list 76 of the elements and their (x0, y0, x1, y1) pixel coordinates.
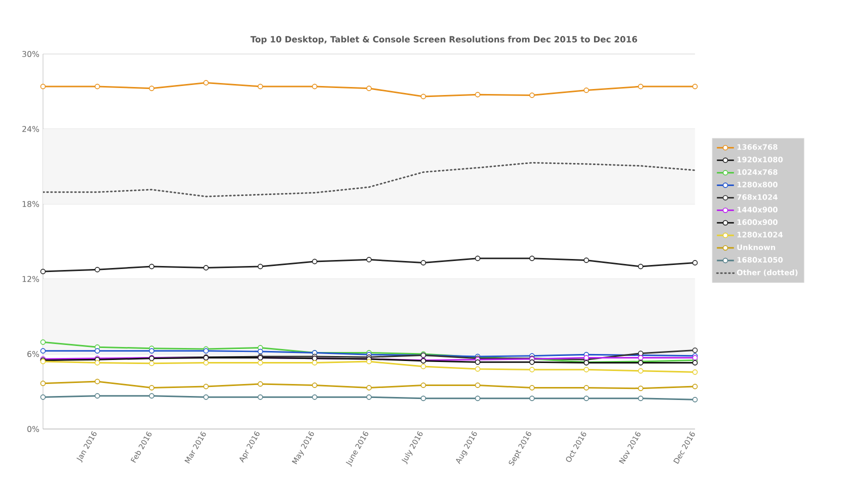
point (258, 360, 264, 366)
point (148, 348, 154, 354)
point (203, 360, 209, 366)
point (529, 366, 535, 372)
point (40, 394, 46, 400)
point (638, 84, 644, 90)
point (40, 268, 46, 274)
point (203, 394, 209, 400)
point (692, 384, 698, 390)
point (148, 360, 154, 366)
point (312, 394, 318, 400)
point (94, 84, 100, 90)
point (420, 396, 426, 402)
point (40, 348, 46, 354)
point (638, 355, 644, 360)
point (529, 385, 535, 390)
point (474, 256, 480, 262)
point (692, 84, 698, 90)
point (584, 258, 590, 263)
point (584, 396, 590, 402)
point (529, 256, 535, 262)
point (312, 360, 318, 366)
point (312, 84, 318, 90)
point (638, 368, 644, 374)
point (258, 394, 264, 400)
point (692, 360, 698, 366)
point (94, 378, 100, 384)
point (692, 260, 698, 266)
point (258, 348, 264, 354)
point (638, 396, 644, 402)
point (203, 384, 209, 390)
point (584, 366, 590, 372)
point (366, 358, 372, 364)
point (420, 382, 426, 388)
point (366, 385, 372, 390)
point (94, 360, 100, 366)
point (148, 393, 154, 399)
point (366, 394, 372, 400)
point (312, 382, 318, 388)
point (529, 396, 535, 402)
point (203, 80, 209, 86)
point (584, 385, 590, 390)
point (94, 393, 100, 399)
point (692, 348, 698, 353)
point (584, 88, 590, 93)
point (203, 265, 209, 270)
chart-subtitle: Top 10 Desktop, Tablet & Console Screen Resolutions from Dec 2015 to Dec 2016 (250, 36, 638, 44)
point (638, 264, 644, 270)
point (420, 364, 426, 370)
point (638, 386, 644, 392)
point (148, 264, 154, 270)
point (474, 396, 480, 402)
point (148, 86, 154, 92)
point (258, 381, 264, 387)
point (40, 84, 46, 90)
point (420, 260, 426, 266)
point (420, 94, 426, 100)
point (474, 366, 480, 372)
point (40, 380, 46, 386)
point (366, 86, 372, 92)
point (529, 92, 535, 98)
point (258, 264, 264, 270)
point (94, 348, 100, 354)
point (474, 92, 480, 98)
point (366, 256, 372, 262)
point (692, 396, 698, 402)
point (474, 359, 480, 365)
point (40, 339, 46, 345)
point (692, 369, 698, 375)
point (258, 84, 264, 90)
point (148, 385, 154, 390)
point (312, 258, 318, 264)
point (529, 359, 535, 365)
line-series (43, 162, 696, 198)
point (474, 382, 480, 388)
point (94, 266, 100, 272)
